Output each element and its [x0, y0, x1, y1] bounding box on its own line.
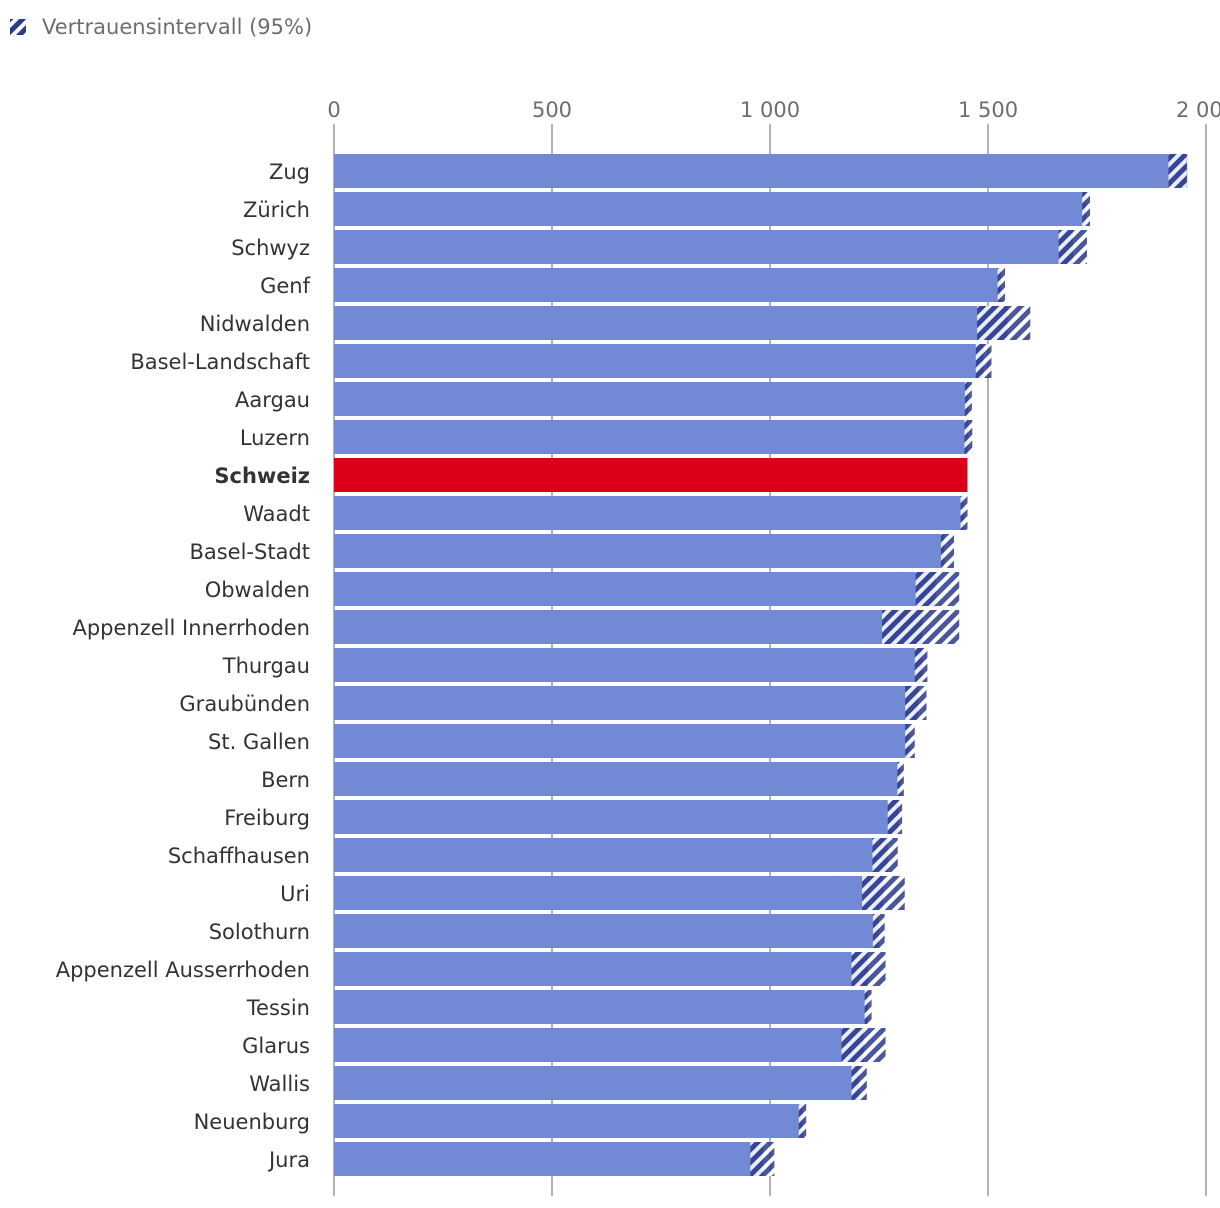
bar	[334, 534, 945, 568]
bar	[334, 572, 936, 606]
category-label: Tessin	[246, 996, 310, 1020]
confidence-interval	[887, 800, 903, 834]
confidence-interval	[750, 1142, 775, 1176]
category-label: Glarus	[242, 1034, 310, 1058]
bar	[334, 344, 984, 378]
confidence-interval	[851, 1066, 867, 1100]
confidence-interval	[964, 420, 973, 454]
bar	[334, 230, 1074, 264]
legend-label: Vertrauensintervall (95%)	[42, 15, 312, 39]
bar	[334, 762, 901, 796]
bar-highlight	[334, 458, 968, 492]
x-tick-label: 2 000	[1176, 98, 1220, 122]
legend-hatch-swatch	[10, 19, 26, 35]
category-label: Basel-Landschaft	[130, 350, 310, 374]
category-label: Uri	[280, 882, 310, 906]
bar	[334, 268, 1002, 302]
bar	[334, 154, 1188, 188]
bar	[334, 800, 899, 834]
category-label: Schwyz	[231, 236, 310, 260]
category-label: Nidwalden	[200, 312, 310, 336]
category-label: Waadt	[243, 502, 310, 526]
x-tick-label: 0	[327, 98, 340, 122]
confidence-interval	[997, 268, 1006, 302]
category-label: Graubünden	[179, 692, 310, 716]
category-label: Zug	[269, 160, 310, 184]
confidence-interval	[975, 344, 992, 378]
x-tick-label: 500	[532, 98, 572, 122]
bar	[334, 1104, 803, 1138]
category-label: Appenzell Innerrhoden	[72, 616, 310, 640]
confidence-interval	[915, 572, 960, 606]
bar	[334, 990, 869, 1024]
category-label: Basel-Stadt	[189, 540, 310, 564]
category-label: Jura	[267, 1148, 310, 1172]
category-label: Schaffhausen	[168, 844, 310, 868]
bar	[334, 838, 888, 872]
bars	[334, 154, 1188, 1176]
confidence-interval	[940, 534, 954, 568]
confidence-interval	[905, 686, 927, 720]
category-label: Aargau	[235, 388, 310, 412]
bar	[334, 724, 910, 758]
bar	[334, 306, 1008, 340]
confidence-interval	[882, 610, 960, 644]
category-label: Zürich	[243, 198, 310, 222]
bar	[334, 686, 919, 720]
bar	[334, 382, 969, 416]
category-label: Bern	[261, 768, 310, 792]
category-label: Appenzell Ausserrhoden	[56, 958, 310, 982]
category-label: Freiburg	[224, 806, 310, 830]
confidence-interval	[864, 990, 872, 1024]
confidence-interval	[872, 914, 885, 948]
bar	[334, 1028, 864, 1062]
bar	[334, 610, 923, 644]
bar	[334, 952, 869, 986]
category-label: Luzern	[240, 426, 310, 450]
bar	[334, 496, 965, 530]
bar	[334, 420, 969, 454]
confidence-interval	[798, 1104, 807, 1138]
confidence-interval	[841, 1028, 886, 1062]
x-axis-ticks: 0 500 1 000 1 500 2 000	[327, 98, 1220, 122]
bar	[334, 648, 923, 682]
confidence-interval	[964, 382, 972, 416]
confidence-interval	[960, 496, 968, 530]
confidence-interval	[914, 648, 928, 682]
legend: Vertrauensintervall (95%)	[10, 15, 312, 39]
bar	[334, 1142, 764, 1176]
category-label: Thurgau	[222, 654, 310, 678]
confidence-interval	[851, 952, 886, 986]
confidence-interval	[1082, 192, 1091, 226]
confidence-interval	[1058, 230, 1087, 264]
bar	[334, 876, 884, 910]
confidence-interval	[872, 838, 898, 872]
confidence-interval	[897, 762, 904, 796]
category-label: St. Gallen	[208, 730, 310, 754]
confidence-interval	[977, 306, 1031, 340]
category-label: Schweiz	[214, 464, 310, 488]
x-tick-label: 1 500	[958, 98, 1018, 122]
category-labels: Zug Zürich Schwyz Genf Nidwalden Basel-Landsc…	[56, 160, 311, 1172]
category-label: Obwalden	[205, 578, 310, 602]
confidence-interval	[1168, 154, 1187, 188]
category-label: Neuenburg	[194, 1110, 310, 1134]
category-label: Solothurn	[209, 920, 310, 944]
bar	[334, 914, 879, 948]
confidence-interval	[905, 724, 915, 758]
x-tick-label: 1 000	[740, 98, 800, 122]
bar	[334, 192, 1087, 226]
confidence-interval	[861, 876, 905, 910]
category-label: Wallis	[249, 1072, 310, 1096]
bar	[334, 1066, 860, 1100]
category-label: Genf	[260, 274, 311, 298]
